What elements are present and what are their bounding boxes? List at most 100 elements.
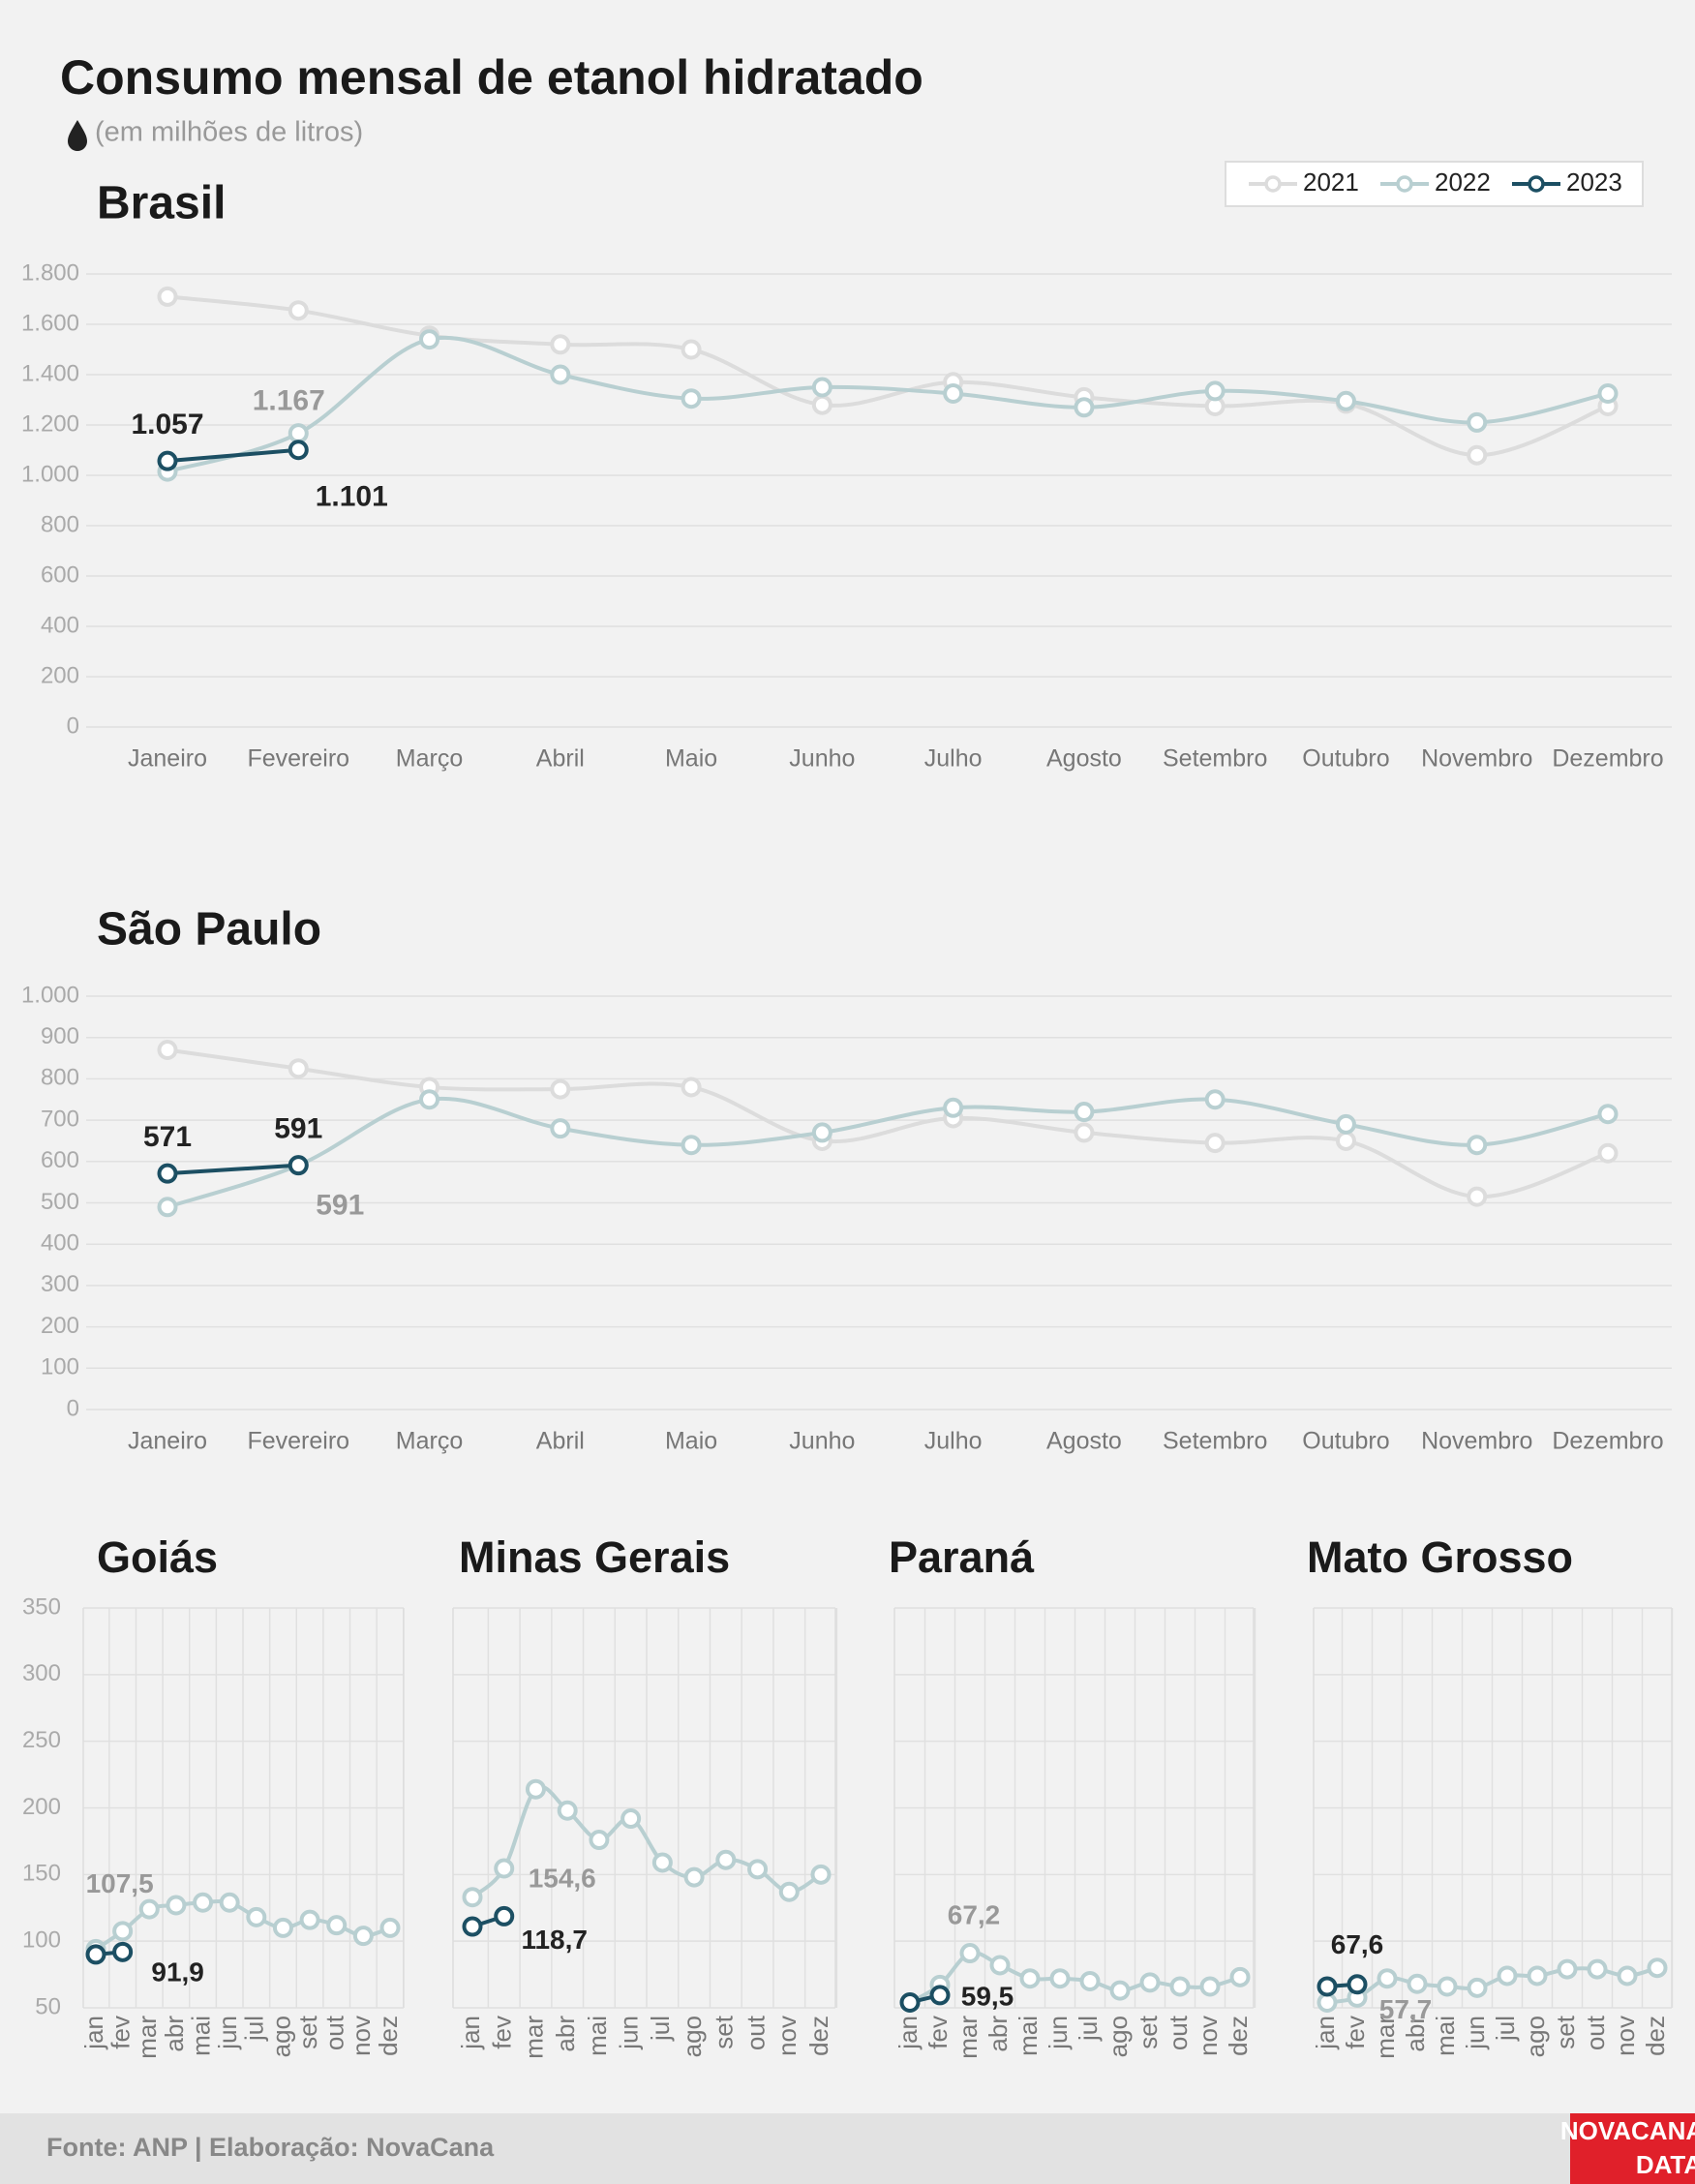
x-tick-label: nov: [772, 2016, 802, 2056]
point: [1467, 411, 1488, 433]
x-tick-label: jun: [615, 2016, 644, 2050]
point: [715, 1849, 737, 1870]
x-tick-label: out: [1164, 2015, 1193, 2050]
point: [1074, 397, 1095, 418]
x-tick-label: Abril: [536, 745, 585, 773]
point: [219, 1892, 240, 1913]
x-tick-label: dez: [1641, 2016, 1670, 2056]
y-tick-label: 400: [41, 1230, 79, 1257]
point: [288, 1058, 309, 1079]
x-tick-label: out: [741, 2015, 770, 2050]
y-tick-label: 350: [22, 1593, 61, 1620]
point: [1204, 1133, 1226, 1154]
point: [550, 364, 571, 385]
x-tick-label: fev: [1341, 2016, 1370, 2049]
x-tick-label: jan: [1311, 2016, 1340, 2050]
point: [246, 1906, 267, 1927]
x-tick-label: Outubro: [1302, 745, 1389, 773]
x-tick-label: set: [710, 2015, 739, 2048]
x-tick-label: abr: [1401, 2016, 1430, 2052]
chart-title: Paraná: [889, 1532, 1035, 1582]
y-tick-label: 600: [41, 1147, 79, 1173]
x-tick-label: mar: [953, 2016, 983, 2059]
legend-label: 2022: [1435, 167, 1491, 197]
point: [1229, 1966, 1251, 1987]
point: [550, 334, 571, 355]
point: [683, 1866, 705, 1888]
point: [1497, 1965, 1518, 1987]
x-tick-label: Maio: [665, 745, 717, 773]
x-tick-label: out: [320, 2015, 349, 2050]
x-tick-label: ago: [678, 2016, 707, 2057]
point: [1407, 1973, 1428, 1994]
value-label: 154,6: [529, 1863, 596, 1893]
point: [379, 1917, 401, 1938]
chart-title: Brasil: [97, 178, 226, 229]
point: [352, 1926, 374, 1947]
legend-marker: [1264, 175, 1282, 193]
subtitle: (em milhões de litros): [95, 117, 363, 148]
x-tick-label: ago: [266, 2016, 295, 2057]
value-label: 107,5: [86, 1868, 154, 1898]
point: [1597, 1142, 1619, 1164]
point: [811, 394, 832, 415]
x-tick-label: Setembro: [1163, 745, 1267, 773]
y-tick-label: 0: [67, 1395, 79, 1421]
y-tick-label: 1.000: [21, 982, 79, 1008]
x-tick-label: Julho: [924, 745, 983, 773]
point: [943, 1097, 964, 1118]
point: [1467, 1135, 1488, 1156]
point: [959, 1943, 981, 1964]
point: [1597, 1104, 1619, 1125]
point: [1019, 1968, 1041, 1989]
x-tick-label: nov: [1194, 2016, 1223, 2056]
point: [1437, 1976, 1458, 1997]
point: [589, 1830, 610, 1851]
x-tick-label: nov: [1611, 2016, 1640, 2056]
legend-label: 2021: [1303, 167, 1359, 197]
x-tick-label: Dezembro: [1552, 745, 1663, 773]
x-tick-label: abr: [551, 2016, 580, 2052]
y-tick-label: 50: [35, 1993, 61, 2019]
x-tick-label: Dezembro: [1552, 1428, 1663, 1455]
y-tick-label: 250: [22, 1727, 61, 1753]
x-tick-label: dez: [374, 2016, 403, 2056]
point: [1335, 1113, 1356, 1135]
x-tick-label: jan: [79, 2016, 108, 2050]
point: [1204, 1089, 1226, 1110]
x-tick-label: jan: [456, 2016, 485, 2050]
point: [494, 1905, 515, 1926]
point: [419, 329, 440, 350]
point: [85, 1944, 106, 1965]
point: [1074, 1122, 1095, 1143]
point: [1079, 1970, 1101, 1991]
point: [943, 383, 964, 404]
x-tick-label: out: [1581, 2015, 1610, 2050]
x-tick-label: ago: [1521, 2016, 1550, 2057]
point: [989, 1955, 1011, 1976]
point: [288, 1155, 309, 1176]
x-tick-label: abr: [984, 2016, 1013, 2052]
x-tick-label: mar: [1371, 2016, 1400, 2059]
value-label: 591: [274, 1113, 322, 1145]
source: Fonte: ANP | Elaboração: NovaCana: [46, 2133, 495, 2162]
y-tick-label: 200: [41, 662, 79, 688]
point: [1377, 1968, 1398, 1989]
y-tick-label: 200: [22, 1794, 61, 1820]
point: [811, 377, 832, 398]
point: [1527, 1965, 1548, 1987]
point: [1317, 1991, 1338, 2013]
y-tick-label: 400: [41, 612, 79, 638]
point: [462, 1887, 483, 1908]
y-tick-label: 100: [22, 1927, 61, 1954]
point: [288, 440, 309, 461]
y-tick-label: 900: [41, 1023, 79, 1049]
value-label: 591: [316, 1190, 364, 1222]
title: Consumo mensal de etanol hidratado: [60, 50, 923, 105]
y-tick-label: 1.400: [21, 360, 79, 386]
point: [1617, 1965, 1638, 1987]
value-label: 67,6: [1331, 1929, 1384, 1959]
y-tick-label: 600: [41, 561, 79, 588]
point: [1169, 1976, 1191, 1997]
